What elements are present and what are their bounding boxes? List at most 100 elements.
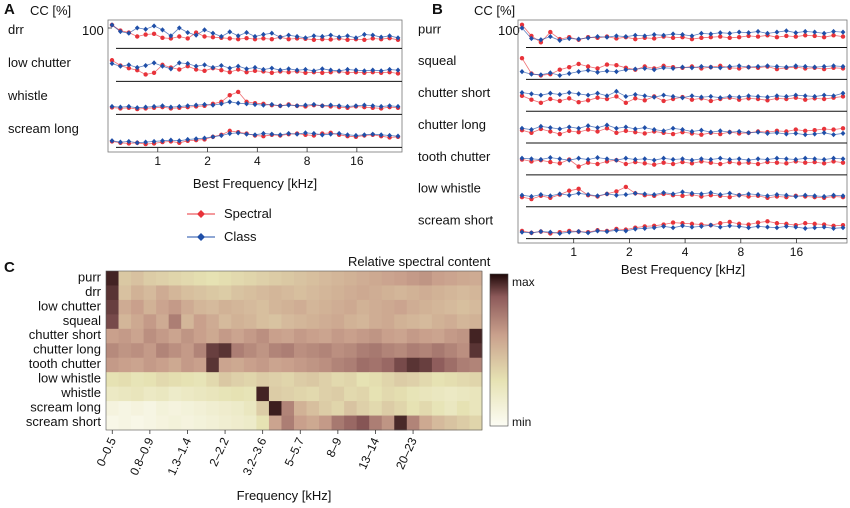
panel-b-class-point (812, 225, 818, 231)
panel-a-class-point (353, 132, 359, 139)
panel-b-spectral-point (803, 97, 808, 102)
panel-b-class-point (727, 190, 733, 196)
heatmap-cell (206, 328, 220, 344)
panel-b-class-point (812, 193, 818, 199)
heatmap-cell (143, 386, 157, 402)
panel-a-class-point (160, 63, 165, 69)
heatmap-cell (281, 314, 295, 330)
panel-b-class-point (519, 125, 525, 131)
panel-b-spectral-point (755, 161, 761, 167)
panel-b-class-point (623, 124, 629, 130)
panel-b-class-point (821, 30, 827, 36)
panel-a-spectral-point (202, 34, 207, 39)
panel-b-spectral-point (557, 98, 562, 104)
heatmap-cell (106, 328, 119, 344)
heatmap-cell (331, 415, 345, 431)
heatmap-cell (331, 299, 345, 315)
heatmap-cell (243, 271, 257, 286)
heatmap-cell (281, 299, 295, 315)
panel-a-spectral-point (387, 69, 392, 75)
panel-a-class-point (387, 66, 392, 73)
heatmap-xtick-label: 0–0.5 (94, 435, 120, 468)
colorbar-max-label: max (512, 275, 535, 289)
heatmap-cell (381, 271, 395, 286)
panel-b-class-point (604, 191, 610, 197)
panel-b-class-point (765, 94, 770, 100)
heatmap-cell (356, 299, 370, 315)
heatmap-cell (306, 285, 320, 301)
panel-a-class-point (370, 103, 376, 109)
heatmap-cell (456, 299, 470, 315)
panel-a-class-point (286, 130, 292, 137)
heatmap-cell (331, 357, 345, 373)
heatmap-cell (444, 386, 458, 402)
heatmap-cell (419, 285, 433, 301)
panel-b-spectral-point (585, 64, 591, 69)
panel-b-class-point (585, 156, 591, 163)
heatmap-cell (143, 271, 157, 286)
panel-b-class-point (519, 229, 525, 235)
panel-b-class-point (698, 30, 704, 36)
panel-a-class-point (252, 132, 258, 138)
panel-a-class-point (319, 66, 325, 72)
panel-b-class-point (547, 70, 553, 76)
panel-b-class-point (538, 123, 544, 130)
heatmap-cell (243, 401, 257, 416)
panel-a-class-point (269, 101, 275, 108)
panel-b-class-point (736, 223, 742, 230)
panel-a-class-point (277, 132, 283, 138)
panel-a-class-point (143, 104, 149, 110)
panel-b-class-point (802, 155, 808, 161)
panel-b-class-point (651, 191, 657, 198)
panel-b-class-point (604, 228, 610, 235)
panel-b-class-point (717, 155, 723, 161)
panel-b-class-point (547, 125, 553, 131)
panel-a-class-point (336, 103, 342, 109)
panel-a-class-point (261, 130, 266, 137)
panel-b-spectral-point (576, 99, 581, 105)
panel-b-class-point (661, 155, 667, 161)
panel-b-class-point (727, 30, 733, 36)
panel-a-spectral-point (252, 36, 258, 42)
panel-b-spectral-point (831, 33, 836, 38)
panel-b-class-point (717, 65, 723, 71)
panel-b-class-point (736, 63, 742, 69)
heatmap-cell (331, 285, 345, 301)
heatmap-cell (231, 285, 245, 301)
panel-b-class-point (812, 156, 818, 162)
legend-class-label: Class (224, 229, 257, 244)
panel-a-spectral-point (185, 36, 190, 41)
panel-b-spectral-point (614, 63, 619, 68)
heatmap-cell (243, 285, 257, 301)
panel-b-class-point (840, 29, 846, 35)
panel-a-class-point (387, 33, 392, 39)
panel-b-class-point (698, 127, 704, 133)
heatmap-cell (168, 271, 182, 286)
heatmap-cell (281, 415, 295, 431)
panel-b-class-point (774, 225, 780, 231)
heatmap-cell (143, 328, 157, 344)
panel-b-class-point (812, 93, 818, 100)
panel-b-spectral-point (548, 129, 553, 134)
panel-b-spectral-point (642, 161, 647, 166)
panel-b-class-point (566, 70, 572, 77)
heatmap-cell (431, 357, 445, 373)
heatmap-cell (143, 343, 157, 359)
panel-b-class-point (783, 93, 789, 100)
panel-b-spectral-point (708, 35, 714, 40)
heatmap-cell (331, 401, 345, 416)
panel-b-class-point (793, 224, 799, 230)
panel-a-class-point (252, 33, 258, 40)
panel-b-spectral-point (774, 160, 780, 165)
heatmap-cell (456, 372, 470, 388)
panel-a-class-point (345, 33, 350, 39)
heatmap-cell (456, 285, 470, 301)
panel-a-class-point (319, 33, 325, 40)
heatmap-cell (268, 299, 282, 315)
heatmap-cell (381, 299, 395, 315)
heatmap-cell (294, 285, 307, 301)
panel-b-class-point (840, 130, 846, 137)
panel-b-class-point (519, 192, 525, 198)
heatmap-cell (306, 357, 320, 373)
panel-a-class-point (227, 29, 233, 35)
